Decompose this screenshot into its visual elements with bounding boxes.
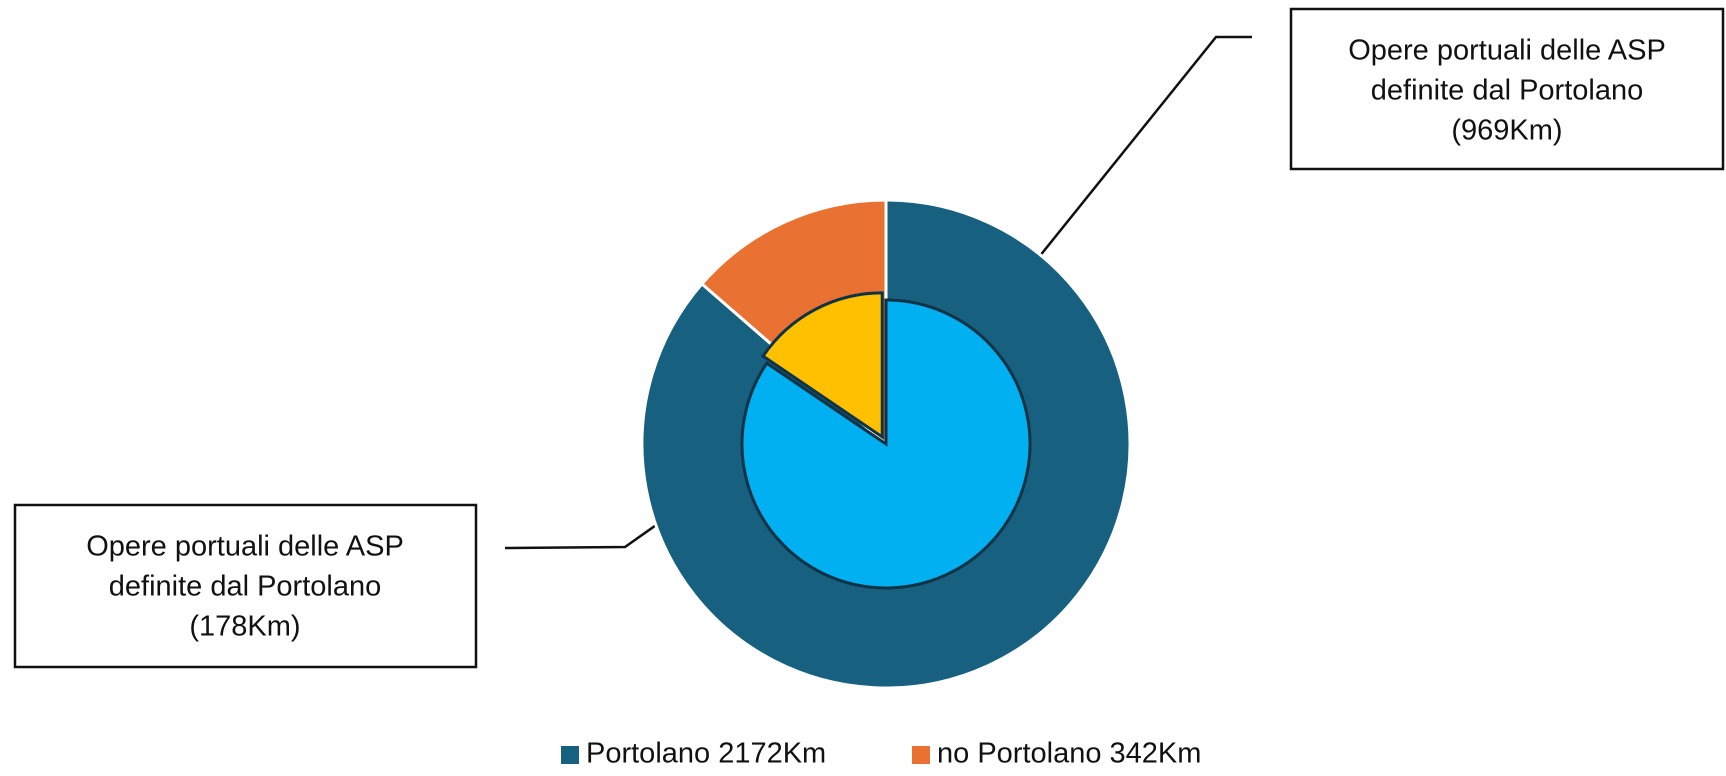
labels: Opere portuali delle ASP definite dal Por…	[86, 35, 1666, 770]
legend-label: no Portolano 342Km	[937, 738, 1201, 770]
pie	[640, 198, 1132, 690]
callout-label: definite dal Portolano	[109, 571, 381, 603]
legend-swatch	[912, 746, 930, 764]
callout-label: (969Km)	[1451, 115, 1562, 147]
callout-label: Opere portuali delle ASP	[1348, 35, 1666, 67]
callout-label: definite dal Portolano	[1371, 75, 1643, 107]
callout-label: Opere portuali delle ASP	[86, 531, 404, 563]
legend-label: Portolano 2172Km	[586, 738, 826, 770]
pie-slice	[740, 298, 1032, 590]
callout-box	[1289, 7, 1725, 171]
legend-swatch	[561, 746, 579, 764]
callout-label: (178Km)	[189, 611, 300, 643]
callout-box	[13, 503, 478, 669]
pie-slice	[760, 291, 884, 440]
